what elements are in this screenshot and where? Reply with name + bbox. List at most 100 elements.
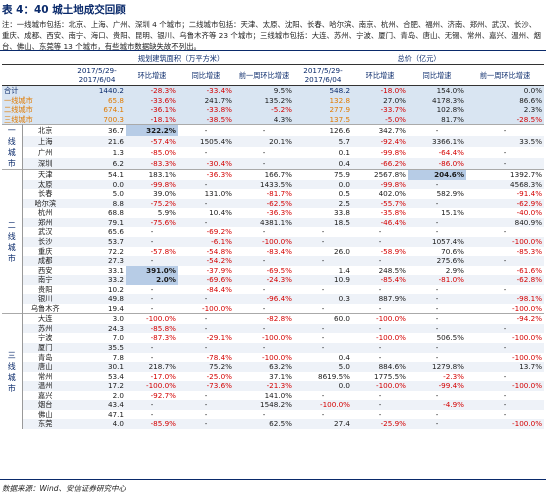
table-cell: -100.0% [202, 303, 232, 313]
table-cell: 1392.7% [466, 169, 545, 180]
city-name: 嘉兴 [38, 390, 53, 400]
city-name: 太原 [22, 179, 68, 190]
table-cell: -100.0% [352, 313, 409, 324]
table-cell: -100.0% [512, 333, 543, 343]
table-cell: 17.2 [68, 381, 126, 391]
table-cell: - [408, 198, 467, 209]
table-cell: 1433.5% [234, 179, 295, 190]
city-name: 宁波 [38, 333, 53, 343]
table-cell: - [321, 333, 325, 343]
table-cell: -100.0% [512, 303, 543, 313]
table-cell: - [294, 256, 353, 266]
table-cell: - [321, 303, 325, 313]
table-cell: - [466, 400, 545, 410]
table-cell: - [321, 409, 325, 419]
table-cell: -100.0% [466, 381, 545, 391]
table-cell: -2.3% [443, 371, 465, 381]
table-row: 银川 49.8- - -96.4% 0.3 887.9% - -98.1% [2, 294, 545, 304]
table-cell: - [150, 352, 154, 362]
table-cell: 277.9 [294, 105, 353, 115]
table-cell: 26.0 [334, 246, 351, 256]
table-cell: -81.0% [408, 275, 467, 285]
table-cell: - [294, 343, 353, 353]
city-name: 贵阳 [38, 284, 53, 294]
table-cell: - [352, 323, 409, 334]
table-cell: - [352, 400, 409, 410]
city-name: 武汉 [38, 227, 53, 237]
table-cell: - [435, 284, 439, 294]
table-row: 常州 53.4 -17.0% -25.0% 37.1% 8619.5% 1775.5% -2.… [2, 372, 544, 382]
table-cell: -84.4% [206, 284, 232, 294]
source-note: 数据来源：Wind、安信证券研究中心 [2, 484, 127, 493]
city-name: 重庆 [38, 246, 53, 256]
table-cell: - [178, 419, 234, 429]
table-cell: -58.9% [380, 246, 407, 256]
table-row: 东莞 4.0 -85.9% -62.5% 27.4 -25.9% - -100.0% [2, 419, 545, 429]
table-cell: 1057.4% [408, 237, 467, 247]
col-header: 前一周环比增速 [466, 64, 545, 86]
table-cell: - [503, 284, 507, 294]
table-cell: 5.0 [112, 189, 124, 199]
table-cell: 65.6 [107, 227, 124, 237]
table-cell: 4568.3% [466, 179, 545, 190]
table-cell: - [262, 147, 266, 157]
summary-row: 三线城市 700.3 -18.1% -38.5% 4.3% 137.5 -5.0% 81.7%… [2, 114, 545, 125]
table-cell: 21.6 [68, 136, 126, 148]
table-cell: -33.8% [178, 105, 234, 115]
table-cell: 27.0% [352, 95, 409, 106]
table-cell: - [234, 124, 295, 137]
table-cell: - [408, 217, 467, 228]
table-cell: 5.9% [157, 208, 176, 218]
table-cell: -100.0% [352, 381, 409, 391]
col-header: 2017/5/29-2017/6/04 [294, 64, 353, 86]
table-cell: 1548.2% [234, 400, 295, 410]
table-cell: - [178, 313, 234, 324]
table-cell: -40.0% [516, 208, 543, 218]
top-rule [0, 50, 546, 51]
table-cell: - [178, 217, 234, 228]
table-cell: -38.5% [178, 114, 234, 125]
summary-label: 三线城市 [2, 114, 68, 125]
table-cell: - [178, 179, 234, 190]
table-row: 贵阳 10.2 - -84.4% - - - - - [2, 285, 544, 295]
table-cell: 183.1% [126, 169, 178, 180]
table-cell: 33.5% [466, 136, 545, 148]
table-cell: -92.4% [352, 136, 409, 148]
table-cell: 2.9% [445, 265, 465, 275]
table-cell: 154.0% [408, 85, 467, 96]
table-cell: -36.3% [178, 169, 234, 180]
table-cell: -62.9% [466, 198, 545, 209]
table-cell: -54.8% [206, 246, 232, 256]
city-name: 杭州 [38, 208, 53, 218]
table-cell: -86.0% [408, 158, 467, 170]
table-cell: 342.7% [352, 124, 409, 137]
table-cell: -6.1% [178, 237, 234, 247]
table-cell: 9.5% [234, 85, 295, 96]
table-cell: -33.6% [126, 95, 178, 106]
table-cell: - [178, 124, 234, 137]
table-cell: -91.4% [516, 189, 543, 199]
table-cell: - [126, 294, 178, 304]
table-cell: -100.0% [466, 419, 545, 429]
table-cell: 1.4 [338, 265, 351, 275]
table-cell: - [204, 409, 208, 419]
col-header: 2017/5/29-2017/6/04 [68, 64, 126, 86]
table-cell: - [466, 256, 545, 266]
table-cell: -64.4% [438, 147, 465, 157]
table-cell: -99.8% [126, 179, 178, 190]
table-row: 温州 17.2 -100.0% -73.6% -21.3% 0.0 -100.0% -99.4… [2, 381, 545, 391]
table-cell: -61.6% [516, 265, 543, 275]
city-name: 广州 [38, 147, 53, 157]
col-header: 同比增速 [178, 64, 234, 86]
table-row: 长春 5.0 39.0% 131.0% -81.7% 0.5 402.0% 582.9% -91… [2, 189, 544, 199]
table-cell: - [234, 256, 295, 266]
table-cell: 5.7 [294, 136, 353, 148]
table-cell: - [408, 313, 467, 324]
city-name: 乌鲁木齐 [30, 303, 60, 313]
table-cell: 39.0% [153, 189, 176, 199]
table-cell: - [503, 371, 507, 381]
table-cell: 62.5% [234, 419, 295, 429]
table-row: 嘉兴 2.0 -92.7% - 141.0% - - - - [2, 391, 544, 401]
city-name: 长春 [38, 189, 53, 199]
